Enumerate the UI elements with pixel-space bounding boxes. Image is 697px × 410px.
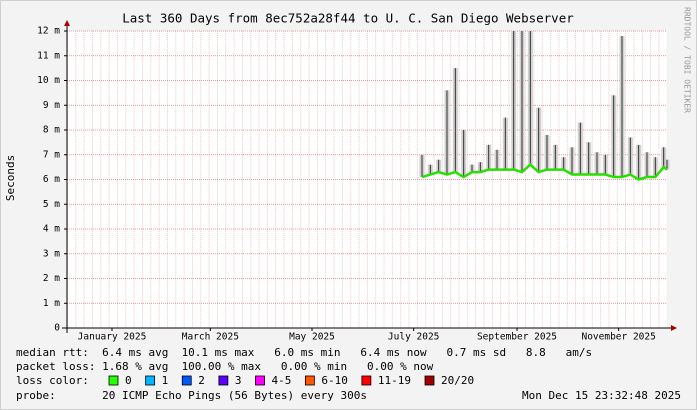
timestamp: Mon Dec 15 23:32:48 2025: [522, 389, 681, 402]
loss-swatch: [361, 375, 372, 386]
plot: [67, 30, 670, 304]
probe: probe: 20 ICMP Echo Pings (56 Bytes) eve…: [16, 389, 367, 402]
loss-label: 20/20: [441, 374, 474, 387]
y-tick-label: 9 m: [43, 100, 60, 111]
loss-label: 6-10: [321, 374, 348, 387]
y-tick-label: 12 m: [37, 26, 60, 37]
axes: 0 1 m 2 m 3 m 4 m 5 m 6 m 7 m 8 m 9 m 10 m 11 m 12 m…: [37, 20, 677, 343]
loss-swatch: [145, 375, 156, 386]
y-tick-label: 10 m: [37, 75, 60, 86]
y-tick-label: 6 m: [43, 174, 60, 185]
loss-label: 3: [235, 374, 242, 387]
x-tick-label: May 2025: [289, 332, 335, 343]
chart-title: Last 360 Days from 8ec752a28f44 to U. C.…: [122, 11, 574, 26]
loss-color-label: loss color:: [16, 374, 89, 387]
y-tick-label: 7 m: [43, 149, 60, 160]
loss-label: 0: [125, 374, 132, 387]
packet-loss: packet loss: 1.68 % avg 100.00 % max 0.0…: [16, 360, 434, 373]
median-rtt: median rtt: 6.4 ms avg 10.1 ms max 6.0 m…: [16, 346, 592, 359]
loss-label: 2: [198, 374, 205, 387]
y-tick-label: 8 m: [43, 125, 60, 136]
loss-label: 1: [162, 374, 169, 387]
loss-swatch: [304, 375, 315, 386]
y-tick-label: 4 m: [43, 224, 60, 235]
x-arrow: [671, 325, 677, 331]
y-axis-label: Seconds: [4, 155, 17, 201]
x-tick-label: November 2025: [581, 332, 655, 343]
loss-label: 4-5: [272, 374, 292, 387]
x-tick-label: March 2025: [182, 332, 239, 343]
y-tick-label: 0: [54, 323, 60, 334]
loss-swatch: [255, 375, 265, 386]
median-line: [421, 162, 668, 181]
y-tick-label: 5 m: [43, 199, 60, 210]
x-tick-label: January 2025: [78, 332, 147, 343]
loss-swatch: [108, 375, 119, 386]
x-tick-label: July 2025: [388, 332, 439, 343]
y-arrow: [64, 20, 70, 26]
y-tick-label: 11 m: [37, 50, 60, 61]
loss-swatch: [181, 375, 192, 386]
y-tick-label: 2 m: [43, 273, 60, 284]
y-tick-label: 1 m: [43, 298, 60, 309]
loss-label: 11-19: [378, 374, 411, 387]
y-tick-label: 3 m: [43, 248, 60, 259]
loss-swatch: [218, 375, 229, 386]
side-label: RRDTOOL / TOBI OETIKER: [683, 7, 692, 113]
loss-legend: 0 1 2 3 4-5 6-10 11-19 20/20: [108, 374, 474, 387]
loss-swatch: [424, 375, 435, 386]
x-tick-label: September 2025: [477, 332, 557, 343]
